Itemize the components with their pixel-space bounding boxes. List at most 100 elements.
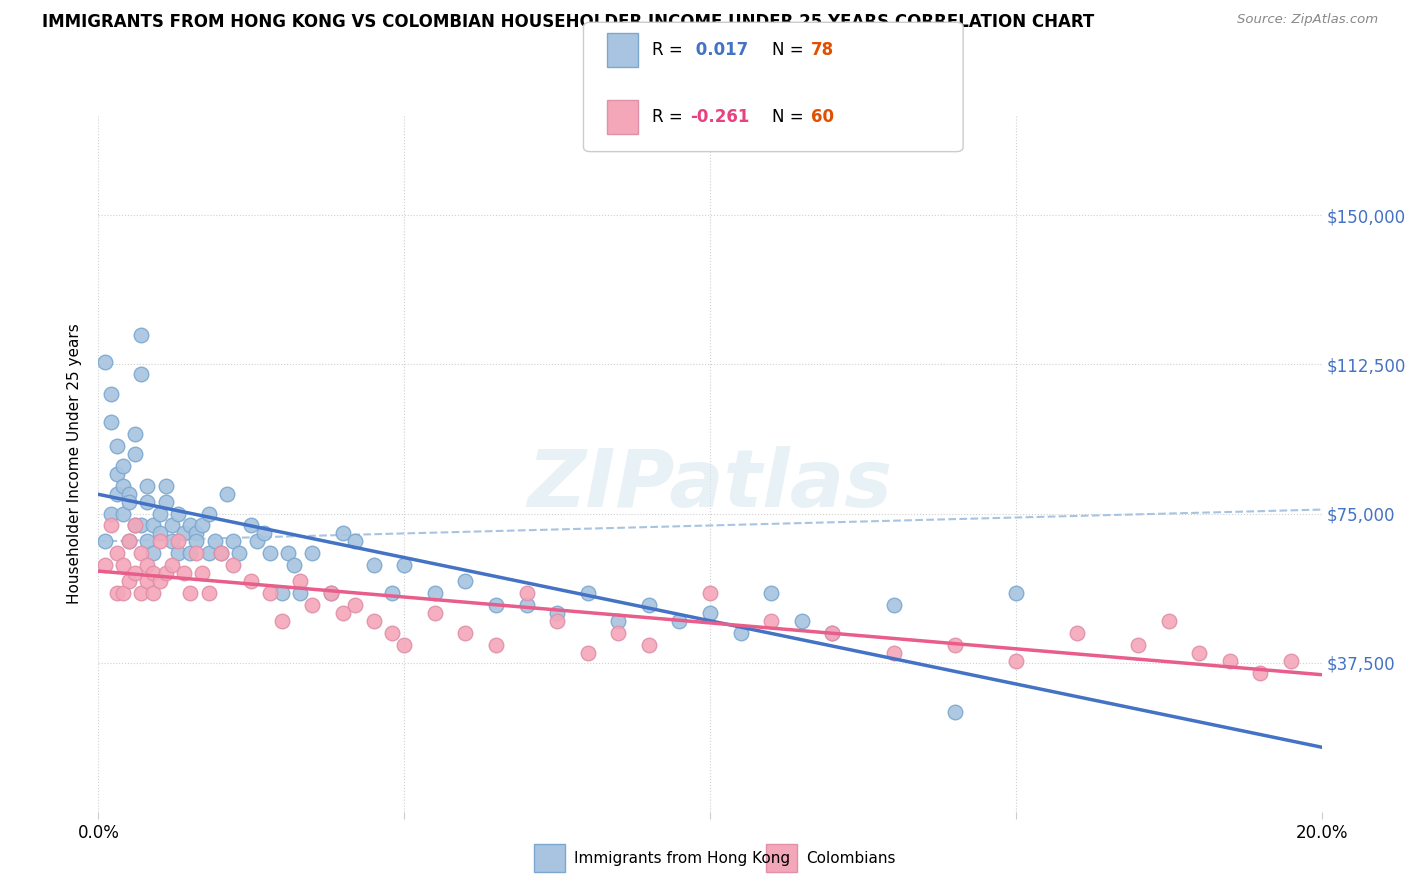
Point (124, 427, 146, 442)
Point (883, 646, 905, 660)
Point (186, 526, 208, 541)
Point (118, 494, 141, 508)
Point (485, 598, 508, 612)
Point (111, 586, 134, 600)
Point (111, 558, 134, 573)
Point (1188, 646, 1211, 660)
Point (93, 558, 115, 573)
Point (699, 606, 721, 620)
Point (149, 574, 172, 588)
Point (105, 439, 128, 453)
Point (332, 526, 354, 541)
Point (191, 566, 214, 581)
Point (136, 574, 159, 588)
Text: 60: 60 (811, 108, 834, 126)
Point (222, 558, 245, 573)
Point (381, 586, 404, 600)
Point (142, 518, 165, 533)
Point (136, 494, 159, 508)
Point (118, 534, 141, 549)
Point (124, 518, 146, 533)
Point (111, 507, 134, 521)
Point (1066, 625, 1088, 640)
Point (381, 625, 404, 640)
Point (759, 586, 782, 600)
Point (105, 586, 128, 600)
Point (883, 598, 905, 612)
Point (1157, 614, 1180, 628)
Point (186, 534, 208, 549)
Text: -0.261: -0.261 (690, 108, 749, 126)
Text: N =: N = (772, 41, 808, 59)
Point (228, 546, 250, 560)
Point (454, 625, 477, 640)
Point (142, 546, 165, 560)
Point (344, 598, 367, 612)
Point (607, 625, 630, 640)
Point (668, 614, 690, 628)
Point (730, 625, 752, 640)
Point (1279, 654, 1302, 668)
Point (516, 586, 538, 600)
Point (197, 507, 219, 521)
Point (105, 467, 128, 481)
Point (943, 638, 966, 652)
Point (759, 614, 782, 628)
Point (1004, 654, 1026, 668)
Point (277, 546, 299, 560)
Point (173, 566, 195, 581)
Point (191, 518, 214, 533)
Point (155, 494, 177, 508)
Point (204, 534, 226, 549)
Text: Source: ZipAtlas.com: Source: ZipAtlas.com (1237, 13, 1378, 27)
Point (1249, 665, 1271, 680)
Point (259, 546, 281, 560)
Point (246, 534, 269, 549)
Point (173, 526, 195, 541)
Point (93, 355, 115, 369)
Point (392, 638, 416, 652)
Point (301, 546, 323, 560)
Point (118, 534, 141, 549)
Point (215, 486, 238, 500)
Point (111, 479, 134, 493)
Point (142, 586, 165, 600)
Point (454, 574, 477, 588)
Point (790, 614, 813, 628)
Text: 0.017: 0.017 (690, 41, 748, 59)
Point (637, 638, 661, 652)
Point (155, 566, 177, 581)
Text: ZIPatlas: ZIPatlas (527, 446, 893, 524)
Point (149, 507, 172, 521)
Point (124, 566, 146, 581)
Point (270, 614, 292, 628)
Point (222, 534, 245, 549)
Point (118, 574, 141, 588)
Point (111, 458, 134, 473)
Point (155, 479, 177, 493)
Point (179, 546, 201, 560)
Point (423, 586, 446, 600)
Point (363, 558, 385, 573)
Point (100, 387, 122, 401)
Point (319, 586, 342, 600)
Point (301, 598, 323, 612)
Point (821, 625, 844, 640)
Point (136, 479, 159, 493)
Point (197, 586, 219, 600)
Point (209, 546, 232, 560)
Point (179, 518, 201, 533)
Point (129, 368, 152, 382)
Point (179, 586, 201, 600)
Text: IMMIGRANTS FROM HONG KONG VS COLOMBIAN HOUSEHOLDER INCOME UNDER 25 YEARS CORRELA: IMMIGRANTS FROM HONG KONG VS COLOMBIAN H… (42, 13, 1094, 31)
Point (209, 546, 232, 560)
Point (259, 586, 281, 600)
Point (516, 598, 538, 612)
Point (1219, 654, 1241, 668)
Text: R =: R = (652, 108, 689, 126)
Point (197, 546, 219, 560)
Point (105, 486, 128, 500)
Point (821, 625, 844, 640)
Point (186, 546, 208, 560)
Point (167, 546, 190, 560)
